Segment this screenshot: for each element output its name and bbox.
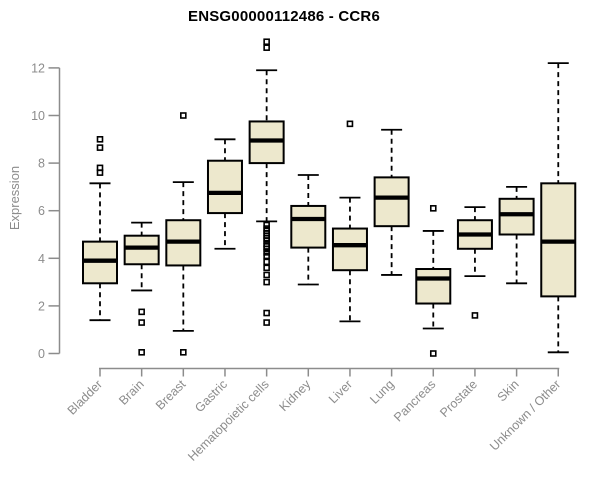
x-tick-label-brain: Brain: [116, 377, 147, 408]
y-tick-label-2: 2: [38, 299, 45, 313]
outlier-hematopoietic-cells-15: [263, 264, 270, 272]
outlier-liver-0: [346, 120, 354, 128]
outlier-hematopoietic-cells-16: [263, 271, 270, 279]
outlier-hematopoietic-cells-12: [263, 249, 270, 256]
box-gastric: [206, 159, 243, 215]
outlier-bladder-2: [96, 144, 104, 151]
x-tick-label-lung: Lung: [367, 377, 397, 407]
box-liver: [331, 227, 368, 272]
outlier-brain-1: [138, 319, 145, 326]
outlier-hematopoietic-cells-19: [263, 319, 270, 326]
x-tick-label-pancreas: Pancreas: [391, 377, 438, 424]
x-tick-label-bladder: Bladder: [65, 377, 105, 417]
outlier-bladder-1: [96, 164, 104, 172]
chart-title: ENSG00000112486 - CCR6: [187, 8, 381, 25]
y-tick-label-6: 6: [38, 204, 45, 218]
box-lung: [373, 176, 410, 228]
y-tick-label-0: 0: [38, 347, 45, 361]
outlier-prostate-0: [471, 312, 479, 319]
outlier-hematopoietic-cells-17: [263, 278, 270, 286]
y-tick-label-8: 8: [38, 157, 45, 171]
x-tick-label-hematopoietic-cells: Hematopoietic cells: [185, 377, 272, 464]
x-tick-label-skin: Skin: [495, 377, 522, 404]
outlier-hematopoietic-cells-14: [263, 258, 270, 266]
box-brain: [123, 234, 160, 266]
outlier-bladder-3: [96, 136, 104, 143]
outlier-hematopoietic-cells-1: [263, 44, 270, 51]
outlier-hematopoietic-cells-8: [263, 237, 270, 244]
outlier-pancreas-0: [429, 205, 437, 212]
x-tick-label-kidney: Kidney: [276, 377, 313, 414]
outlier-hematopoietic-cells-2: [263, 221, 270, 229]
outlier-hematopoietic-cells-0: [263, 38, 270, 46]
x-tick-label-prostate: Prostate: [437, 377, 480, 420]
outlier-brain-0: [138, 308, 145, 316]
x-tick-label-gastric: Gastric: [192, 377, 230, 415]
outlier-hematopoietic-cells-13: [263, 252, 270, 260]
outlier-breast-1: [180, 349, 187, 356]
outlier-brain-2: [138, 349, 145, 356]
y-tick-label-4: 4: [38, 252, 45, 266]
y-tick-label-12: 12: [31, 61, 45, 75]
outlier-breast-0: [180, 112, 187, 119]
x-tick-label-liver: Liver: [326, 377, 355, 406]
x-tick-label-breast: Breast: [153, 377, 189, 413]
box-pancreas: [415, 268, 452, 305]
outlier-pancreas-1: [429, 350, 437, 357]
y-tick-label-10: 10: [31, 109, 45, 123]
box-kidney: [290, 204, 327, 249]
outlier-hematopoietic-cells-11: [263, 245, 270, 253]
y-axis-label: Expression: [7, 165, 22, 231]
x-tick-label-unknown-other: Unknown / Other: [487, 377, 563, 453]
box-skin: [498, 197, 535, 236]
outlier-hematopoietic-cells-18: [263, 309, 270, 317]
